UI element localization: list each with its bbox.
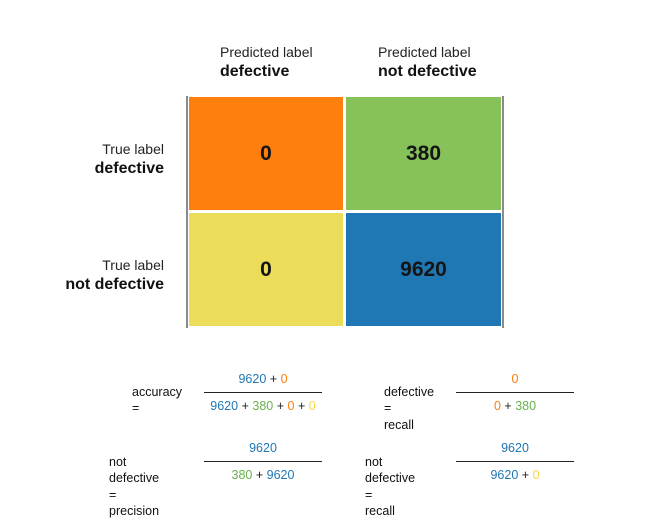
plus-sign: + bbox=[241, 399, 249, 413]
formula-numerator: 9620 bbox=[456, 441, 574, 455]
column-header-caption: Predicted label bbox=[378, 44, 471, 60]
formula-numerator: 9620 + 0 bbox=[204, 372, 322, 386]
fraction-bar bbox=[204, 392, 322, 393]
term-tp: 0 bbox=[280, 372, 288, 386]
formula-numerator: 0 bbox=[456, 372, 574, 386]
term-fn: 380 bbox=[252, 399, 274, 413]
term-tn: 9620 bbox=[490, 468, 519, 482]
term-tn: 9620 bbox=[266, 468, 295, 482]
term-tn: 9620 bbox=[501, 441, 529, 455]
term-tn: 9620 bbox=[238, 372, 267, 386]
formula-label: accuracy = bbox=[132, 385, 183, 416]
plus-sign: + bbox=[255, 468, 264, 482]
column-header-defective: Predicted label defective bbox=[220, 44, 313, 82]
row-header-caption: True label bbox=[102, 141, 164, 157]
cell-true-defective-pred-defective: 0 bbox=[189, 97, 343, 210]
row-header-not-defective: True label not defective bbox=[65, 257, 164, 295]
cell-true-not-defective-pred-defective: 0 bbox=[189, 213, 343, 326]
plus-sign: + bbox=[297, 399, 306, 413]
formula-label-line2: precision bbox=[109, 503, 160, 518]
row-header-defective: True label defective bbox=[95, 141, 164, 179]
formula-label: not defective = recall bbox=[365, 454, 415, 519]
column-header-not-defective: Predicted label not defective bbox=[378, 44, 477, 82]
term-tp: 0 bbox=[511, 372, 519, 386]
plus-sign: + bbox=[521, 468, 530, 482]
matrix-left-border bbox=[186, 96, 188, 328]
plus-sign: + bbox=[276, 399, 285, 413]
formula-label-line1: defective = bbox=[384, 385, 435, 416]
formula-denominator: 380 + 9620 bbox=[204, 468, 322, 482]
fraction-bar bbox=[456, 461, 574, 462]
term-fp: 0 bbox=[532, 468, 540, 482]
matrix-right-border bbox=[502, 96, 504, 328]
term-tn: 9620 bbox=[249, 441, 277, 455]
row-header-caption: True label bbox=[102, 257, 164, 273]
term-fp: 0 bbox=[308, 399, 316, 413]
formula-label-line1: not defective = bbox=[365, 455, 416, 502]
cell-true-defective-pred-not-defective: 380 bbox=[346, 97, 501, 210]
formula-denominator: 0 + 380 bbox=[456, 399, 574, 413]
term-tn: 9620 bbox=[210, 399, 239, 413]
plus-sign: + bbox=[504, 399, 512, 413]
confusion-matrix: 0 380 0 9620 bbox=[186, 96, 504, 328]
row-header-class: defective bbox=[94, 159, 164, 177]
row-header-class: not defective bbox=[65, 275, 164, 293]
fraction-bar bbox=[456, 392, 574, 393]
formula-label: not defective = precision bbox=[109, 454, 159, 519]
formula-label: defective = recall bbox=[384, 384, 434, 433]
formula-label-line1: not defective = bbox=[109, 455, 160, 502]
plus-sign: + bbox=[269, 372, 278, 386]
formula-denominator: 9620 + 380 + 0 + 0 bbox=[204, 399, 322, 413]
column-header-class: defective bbox=[220, 62, 290, 80]
formula-label-line2: recall bbox=[365, 503, 395, 518]
formula-denominator: 9620 + 0 bbox=[456, 468, 574, 482]
term-tp: 0 bbox=[287, 399, 295, 413]
column-header-class: not defective bbox=[378, 62, 477, 80]
cell-true-not-defective-pred-not-defective: 9620 bbox=[346, 213, 501, 326]
term-fn: 380 bbox=[515, 399, 537, 413]
term-fn: 380 bbox=[231, 468, 253, 482]
fraction-bar bbox=[204, 461, 322, 462]
column-header-caption: Predicted label bbox=[220, 44, 313, 60]
term-tp: 0 bbox=[493, 399, 501, 413]
formula-numerator: 9620 bbox=[204, 441, 322, 455]
formula-label-line2: recall bbox=[384, 417, 414, 432]
